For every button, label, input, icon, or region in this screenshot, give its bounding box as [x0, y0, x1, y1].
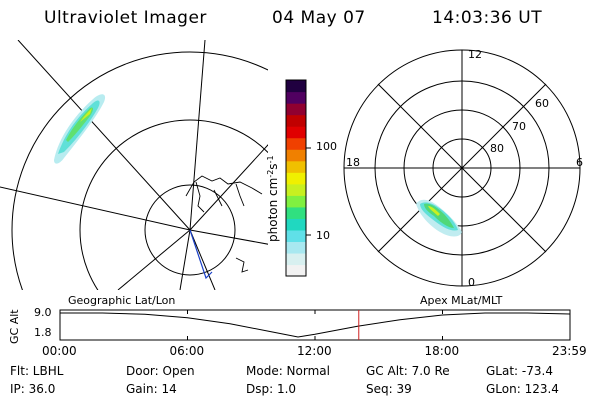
aurora-emission	[54, 94, 106, 164]
mlat-label-70: 70	[512, 120, 526, 133]
colorbar-swatch	[286, 195, 306, 208]
instrument-title: Ultraviolet Imager	[44, 8, 207, 28]
geo-map-title: Geographic Lat/Lon	[68, 294, 176, 307]
altitude-plot	[59, 309, 571, 341]
geo-meridian	[117, 229, 191, 290]
colorbar-swatch	[286, 229, 306, 243]
mlt-label-12: 12	[468, 48, 482, 61]
colorbar-unit: photon cm	[266, 178, 280, 242]
altitude-ylabel-text: GC Alt	[8, 309, 21, 344]
colorbar-swatch	[286, 252, 306, 266]
info-dsp: Dsp: 1.0	[246, 382, 297, 396]
info-glat: GLat: -73.4	[486, 364, 553, 378]
polar-map	[343, 49, 581, 287]
mlat-label-80: 80	[490, 142, 504, 155]
info-door: Door: Open	[126, 364, 195, 378]
colorbar-swatch	[286, 183, 306, 196]
info-filter: Flt: LBHL	[10, 364, 64, 378]
altitude-xtick-label: 00:00	[42, 344, 77, 358]
altitude-ytick-min: 1.8	[34, 326, 52, 339]
altitude-xtick-label: 18:00	[424, 344, 460, 358]
geographic-map	[0, 40, 268, 290]
coastline	[235, 257, 249, 273]
altitude-ylabel: GC Alt	[8, 309, 21, 344]
geo-lat-circle-mid	[79, 119, 268, 290]
info-gc-alt: GC Alt: 7.0 Re	[366, 364, 450, 378]
coastline	[185, 175, 263, 213]
colorbar-swatch	[286, 218, 306, 231]
svg-text:photon cm-2s-1: photon cm-2s-1	[266, 155, 281, 242]
colorbar-tick-100: 100	[316, 140, 337, 153]
colorbar	[285, 79, 311, 277]
altitude-ytick-max: 9.0	[34, 306, 52, 319]
colorbar-swatch	[286, 206, 306, 219]
geo-meridian	[189, 144, 268, 231]
colorbar-swatch	[286, 103, 306, 116]
geo-lat-circle-outer	[11, 51, 268, 290]
colorbar-swatch	[286, 91, 306, 104]
info-mode: Mode: Normal	[246, 364, 330, 378]
colorbar-swatch	[286, 241, 306, 254]
colorbar-label: photon cm-2s-1	[266, 155, 281, 242]
altitude-xtick-label: 23:59	[552, 344, 587, 358]
colorbar-swatch	[286, 160, 306, 173]
time-label: 14:03:36 UT	[432, 8, 543, 28]
mlt-label-18: 18	[346, 156, 360, 169]
geo-meridian	[189, 40, 206, 231]
colorbar-swatch	[286, 80, 306, 93]
mlat-label-60: 60	[535, 97, 549, 110]
polar-map-title: Apex MLat/MLT	[420, 294, 503, 307]
colorbar-frame	[285, 79, 307, 277]
colorbar-swatch	[286, 137, 306, 150]
spacecraft-track	[189, 229, 213, 280]
mlt-label-6: 6	[576, 156, 583, 169]
colorbar-swatch	[286, 264, 306, 277]
geo-meridian	[189, 229, 268, 245]
colorbar-swatch	[286, 114, 306, 127]
date-label: 04 May 07	[272, 8, 366, 28]
geo-lat-circle-inner	[144, 184, 236, 276]
colorbar-swatch	[286, 172, 306, 185]
geo-meridian	[17, 40, 191, 231]
info-glon: GLon: 123.4	[486, 382, 559, 396]
geo-meridian	[0, 186, 191, 231]
mlt-line-diag	[377, 83, 547, 253]
geo-meridian	[189, 229, 216, 290]
info-gain: Gain: 14	[126, 382, 177, 396]
altitude-xtick-label: 06:00	[169, 344, 205, 358]
colorbar-tick-10: 10	[316, 229, 330, 242]
geo-meridian	[179, 229, 191, 290]
info-seq: Seq: 39	[366, 382, 412, 396]
colorbar-swatch	[286, 149, 306, 162]
info-ip: IP: 36.0	[10, 382, 56, 396]
colorbar-swatch	[286, 126, 306, 139]
aurora-emission-mlt	[416, 199, 462, 237]
altitude-xtick-label: 12:00	[297, 344, 332, 358]
altitude-curve	[60, 312, 570, 338]
mlt-label-0: 0	[468, 276, 475, 289]
